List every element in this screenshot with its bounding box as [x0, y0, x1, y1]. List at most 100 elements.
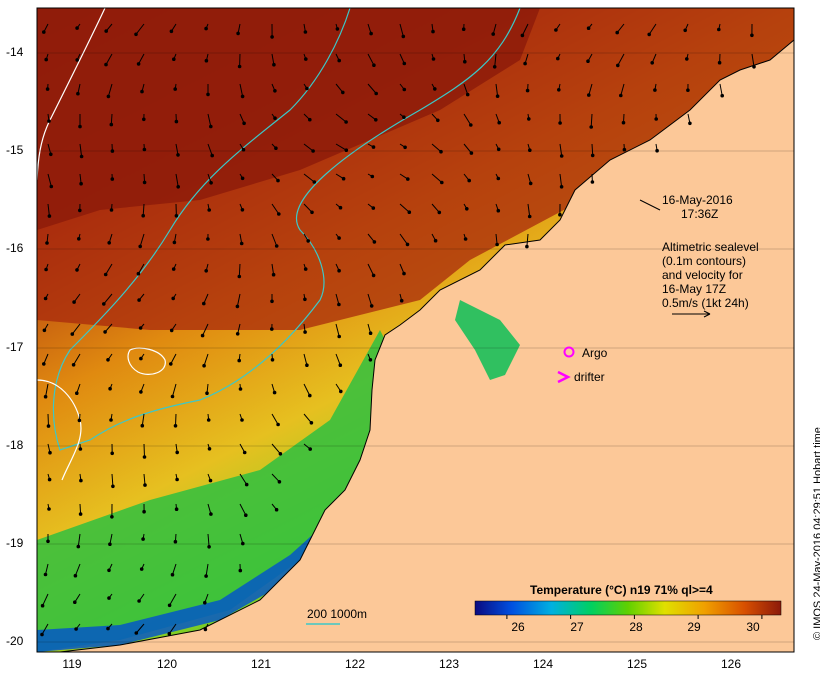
velocity-arrow-head — [688, 121, 692, 126]
colorbar-ticks — [506, 615, 763, 619]
velocity-arrow-head — [495, 242, 499, 247]
velocity-arrow-head — [239, 241, 244, 246]
velocity-arrow-head — [437, 210, 442, 215]
velocity-arrow — [463, 83, 469, 95]
velocity-arrow-head — [142, 455, 147, 459]
velocity-arrow-head — [372, 63, 376, 67]
velocity-arrow-head — [40, 632, 44, 637]
velocity-arrow — [617, 53, 625, 66]
velocity-arrow-head — [142, 147, 147, 152]
velocity-arrow-head — [79, 181, 83, 186]
velocity-arrow-head — [172, 57, 176, 62]
velocity-arrow-head — [236, 31, 240, 36]
velocity-arrow-head — [175, 477, 179, 482]
velocity-arrow-head — [171, 267, 176, 271]
lon-tick-label: 124 — [532, 657, 554, 671]
velocity-arrow-head — [45, 87, 50, 91]
velocity-arrow-head — [431, 29, 435, 34]
velocity-arrow-head — [589, 125, 594, 129]
velocity-arrow-head — [244, 513, 248, 518]
velocity-arrow — [271, 233, 278, 247]
velocity-arrow — [527, 203, 531, 217]
velocity-arrow-head — [308, 447, 313, 451]
velocity-arrow-head — [142, 509, 146, 514]
velocity-arrow-head — [78, 208, 82, 213]
velocity-arrow-head — [138, 326, 143, 330]
velocity-arrow — [271, 413, 279, 425]
velocity-arrow-head — [49, 152, 53, 157]
velocity-arrow-head — [171, 296, 175, 301]
velocity-arrow-head — [204, 58, 209, 63]
velocity-arrow-head — [276, 178, 280, 183]
velocity-arrow-head — [136, 62, 141, 66]
velocity-arrow-head — [200, 333, 205, 338]
velocity-arrow — [202, 323, 209, 336]
velocity-arrow-head — [717, 27, 721, 32]
velocity-arrow-head — [274, 146, 278, 150]
velocity-arrow — [271, 203, 280, 215]
velocity-arrow-head — [525, 244, 529, 249]
velocity-arrow — [335, 143, 347, 151]
velocity-arrow-head — [308, 117, 312, 122]
velocity-arrow-head — [169, 328, 174, 333]
colorbar-tick-label: 29 — [687, 620, 701, 634]
velocity-arrow-head — [270, 35, 274, 39]
velocity-arrow-head — [238, 387, 243, 391]
velocity-arrow — [335, 113, 347, 123]
velocity-arrow-head — [647, 32, 652, 37]
date-pointer-line — [639, 199, 661, 211]
velocity-arrow-head — [74, 627, 78, 631]
velocity-arrow — [648, 23, 657, 35]
velocity-arrow — [616, 23, 625, 33]
velocity-arrow — [141, 413, 145, 426]
velocity-arrow — [135, 23, 145, 35]
velocity-arrow — [41, 623, 49, 635]
colorbar-title: Temperature (°C) n19 71% ql>=4 — [530, 583, 713, 597]
image-time: 17:36Z — [681, 207, 719, 221]
velocity-arrow-head — [556, 56, 560, 61]
velocity-arrow-head — [139, 390, 143, 394]
velocity-arrow-head — [271, 272, 276, 277]
velocity-arrow — [205, 563, 209, 577]
velocity-arrow-head — [374, 91, 379, 96]
velocity-arrow-head — [752, 65, 756, 69]
velocity-arrow-head — [176, 185, 180, 189]
velocity-arrow-head — [47, 214, 52, 218]
velocity-arrow-head — [242, 450, 247, 455]
velocity-arrow-head — [170, 394, 175, 399]
velocity-arrow-head — [238, 568, 243, 573]
velocity-arrow-head — [433, 87, 437, 91]
velocity-arrow-head — [523, 61, 527, 66]
velocity-arrow — [463, 113, 472, 126]
velocity-arrow-head — [139, 356, 143, 361]
altimetry-line: (0.1m contours) — [662, 254, 747, 268]
very-warm-water-region — [37, 8, 540, 230]
velocity-arrow-head — [310, 210, 314, 215]
velocity-arrow-head — [683, 28, 688, 33]
velocity-arrow-head — [110, 451, 114, 456]
velocity-arrow — [45, 383, 49, 397]
velocity-arrow-head — [653, 88, 657, 92]
velocity-arrow-head — [401, 34, 406, 39]
velocity-arrow — [103, 293, 113, 305]
velocity-arrow-head — [43, 572, 48, 577]
velocity-arrow-head — [276, 422, 280, 427]
velocity-arrow-head — [110, 177, 115, 181]
velocity-arrow-head — [469, 151, 474, 155]
velocity-arrow-head — [270, 358, 275, 362]
velocity-arrow-head — [106, 94, 111, 99]
velocity-arrow — [719, 83, 723, 96]
velocity-arrow-head — [75, 268, 79, 272]
velocity-arrow — [168, 623, 177, 634]
lat-tick-label: -17 — [6, 340, 24, 354]
altimetry-line: Altimetric sealevel — [662, 240, 759, 254]
velocity-arrow-head — [402, 115, 406, 119]
velocity-arrow-head — [140, 423, 145, 428]
velocity-arrow-head — [42, 328, 47, 333]
imos-credit: © IMOS 24-May-2016 04:29:51 Hobart time — [812, 427, 820, 640]
velocity-arrow-head — [312, 180, 317, 184]
velocity-arrow — [431, 143, 442, 153]
velocity-arrow-head — [137, 298, 141, 302]
velocity-arrow-head — [174, 507, 179, 512]
velocity-arrow — [303, 383, 311, 396]
